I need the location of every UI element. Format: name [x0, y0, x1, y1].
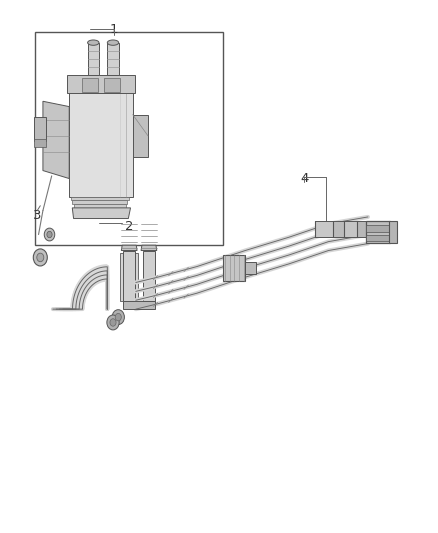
Circle shape [115, 313, 121, 321]
Ellipse shape [88, 40, 99, 45]
Polygon shape [88, 43, 99, 75]
Polygon shape [72, 208, 131, 219]
Bar [104, 78, 120, 92]
Bar [34, 139, 46, 147]
Bar [366, 221, 390, 243]
Polygon shape [120, 253, 128, 301]
Ellipse shape [107, 40, 119, 45]
Circle shape [110, 319, 116, 326]
Text: 1: 1 [110, 23, 118, 36]
Text: 4: 4 [300, 172, 309, 185]
Bar [245, 262, 256, 274]
Circle shape [47, 231, 52, 238]
Bar [333, 221, 344, 237]
Bar [315, 221, 333, 237]
Bar [34, 117, 46, 141]
Bar [357, 221, 366, 237]
Circle shape [112, 310, 124, 325]
Polygon shape [71, 264, 107, 309]
Polygon shape [131, 253, 138, 301]
Bar [35, 32, 223, 245]
Bar [82, 78, 98, 92]
Circle shape [37, 253, 44, 262]
Bar [344, 221, 357, 237]
Polygon shape [141, 245, 157, 251]
Bar [366, 235, 390, 241]
Circle shape [33, 249, 47, 266]
Polygon shape [107, 43, 119, 75]
Circle shape [107, 315, 119, 330]
Polygon shape [143, 251, 155, 301]
Bar [366, 225, 390, 232]
Text: 3: 3 [33, 209, 42, 222]
Polygon shape [121, 245, 137, 251]
Bar [223, 255, 245, 281]
Bar [123, 301, 155, 309]
Polygon shape [123, 251, 135, 301]
Polygon shape [72, 200, 127, 204]
Polygon shape [76, 207, 124, 211]
Polygon shape [69, 93, 133, 197]
Bar [389, 221, 397, 243]
Polygon shape [74, 204, 126, 207]
Polygon shape [133, 115, 148, 157]
Text: 2: 2 [125, 220, 134, 233]
Polygon shape [71, 197, 129, 200]
Polygon shape [43, 101, 69, 179]
Polygon shape [67, 75, 135, 93]
Circle shape [44, 228, 55, 241]
